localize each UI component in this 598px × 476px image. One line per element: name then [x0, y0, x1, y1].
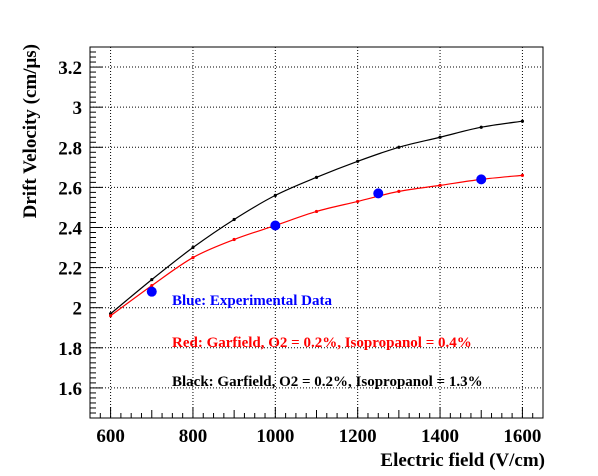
data-series: [108, 119, 525, 318]
y-tick-label: 2: [73, 299, 83, 320]
data-point: [397, 189, 401, 193]
data-point: [191, 255, 195, 260]
data-point: [273, 193, 277, 197]
x-tick-label: 1200: [339, 426, 377, 447]
y-tick-label: 2.2: [58, 259, 82, 280]
data-point: [232, 237, 236, 242]
y-tick-label: 2.8: [58, 138, 82, 159]
annotations: Blue: Experimental Data Red: Garfield, O2…: [172, 293, 483, 390]
data-point: [150, 284, 154, 288]
data-point: [397, 145, 401, 149]
data-point: [356, 159, 360, 163]
y-axis-title: Drift Velocity (cm/μs): [20, 44, 41, 218]
x-tick-label: 1400: [421, 426, 459, 447]
data-point: [479, 125, 483, 129]
y-tick-labels: 1.6 1.8 2 2.2 2.4 2.6 2.8 3 3.2: [58, 58, 82, 400]
data-point: [108, 314, 113, 318]
y-tick-label: 3.2: [58, 58, 82, 79]
x-tick-label: 800: [179, 426, 208, 447]
data-point: [520, 119, 525, 123]
series-line: [110, 120, 523, 315]
x-tick-label: 1600: [503, 426, 541, 447]
y-tick-label: 1.6: [58, 379, 82, 400]
data-point: [520, 173, 525, 177]
grid: [90, 47, 543, 418]
data-point: [191, 245, 195, 250]
data-point: [476, 174, 487, 185]
axis-ticks: [90, 46, 544, 419]
data-point: [314, 209, 319, 214]
annotation-text: Blue: Experimental Data: [172, 293, 332, 309]
y-tick-label: 1.8: [58, 339, 82, 360]
data-point: [150, 278, 154, 282]
data-point: [232, 217, 236, 222]
annotation-text: Red: Garfield, O2 = 0.2%, Isopropanol = …: [172, 335, 472, 351]
y-tick-label: 2.4: [58, 218, 82, 239]
data-point: [314, 175, 319, 179]
data-point: [438, 183, 442, 187]
data-point: [438, 135, 442, 139]
annotation-text: Black: Garfield, O2 = 0.2%, Isopropanol …: [172, 374, 483, 390]
x-axis-title: Electric field (V/cm): [380, 450, 545, 471]
y-tick-label: 3: [73, 98, 83, 119]
data-point: [146, 286, 157, 297]
x-tick-label: 1000: [256, 426, 294, 447]
y-tick-label: 2.6: [58, 178, 82, 199]
x-tick-label: 600: [96, 426, 125, 447]
x-tick-labels: 600 800 1000 1200 1400 1600: [96, 426, 541, 447]
data-point: [356, 199, 360, 204]
data-point: [373, 188, 384, 199]
plot-frame: [89, 46, 544, 419]
data-point: [270, 220, 281, 231]
